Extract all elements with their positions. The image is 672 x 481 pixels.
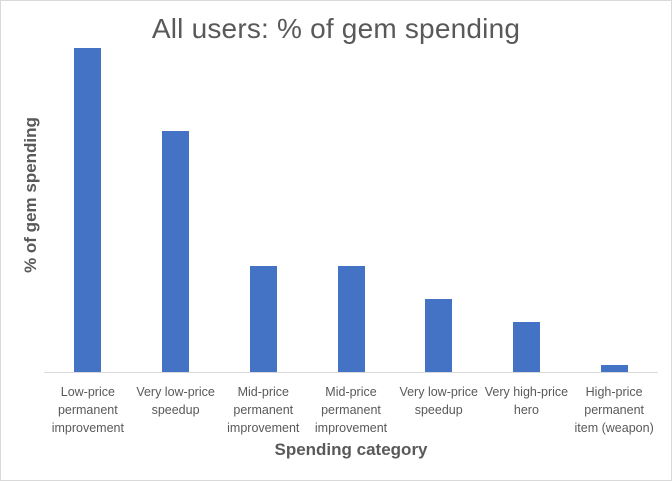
x-tick-label: Low-price permanent improvement [38,383,138,437]
bar [162,131,190,373]
x-tick-label-line: Mid-price [237,385,289,399]
x-tick-label-line: permanent [57,403,118,417]
x-tick-label: Mid-price permanent improvement [301,383,401,437]
bar [74,48,102,373]
chart-title: All users: % of gem spending [151,13,521,44]
x-tick-label-line: Very high-price [484,385,569,399]
x-tick-label-line: permanent [233,403,294,417]
x-tick-label-line: High-price [585,385,643,399]
x-tick-label-line: permanent [584,403,645,417]
x-tick-label-line: improvement [314,421,388,435]
x-tick-label-line: improvement [51,421,124,435]
x-tick-label: Very low-price speedup [126,383,226,419]
plot-area [44,30,658,373]
x-axis-label: Spending category [274,440,428,459]
x-tick-label-line: Very low-price [136,385,215,399]
x-tick-label: Very high-price hero [476,383,576,419]
bar [249,266,277,373]
x-tick-label-line: speedup [414,403,463,417]
x-axis-line [44,372,658,373]
x-tick-label-line: permanent [321,403,381,417]
x-tick-label-line: hero [513,403,539,417]
x-tick-label-line: item (weapon) [574,421,654,435]
x-tick-label-line: improvement [227,421,300,435]
bar [425,299,453,373]
x-tick-label-line: Low-price [60,385,115,399]
bar [337,266,365,373]
x-tick-label-line: speedup [151,403,200,417]
x-tick-label-line: Very low-price [399,385,478,399]
x-tick-label: Mid-price permanent improvement [213,383,313,437]
y-axis-label: % of gem spending [21,117,40,273]
x-tick-label: High-price permanent item (weapon) [564,383,664,437]
x-tick-label-line: Mid-price [325,385,377,399]
bar [512,322,540,373]
bar [600,365,628,373]
x-tick-label: Very low-price speedup [389,383,489,419]
